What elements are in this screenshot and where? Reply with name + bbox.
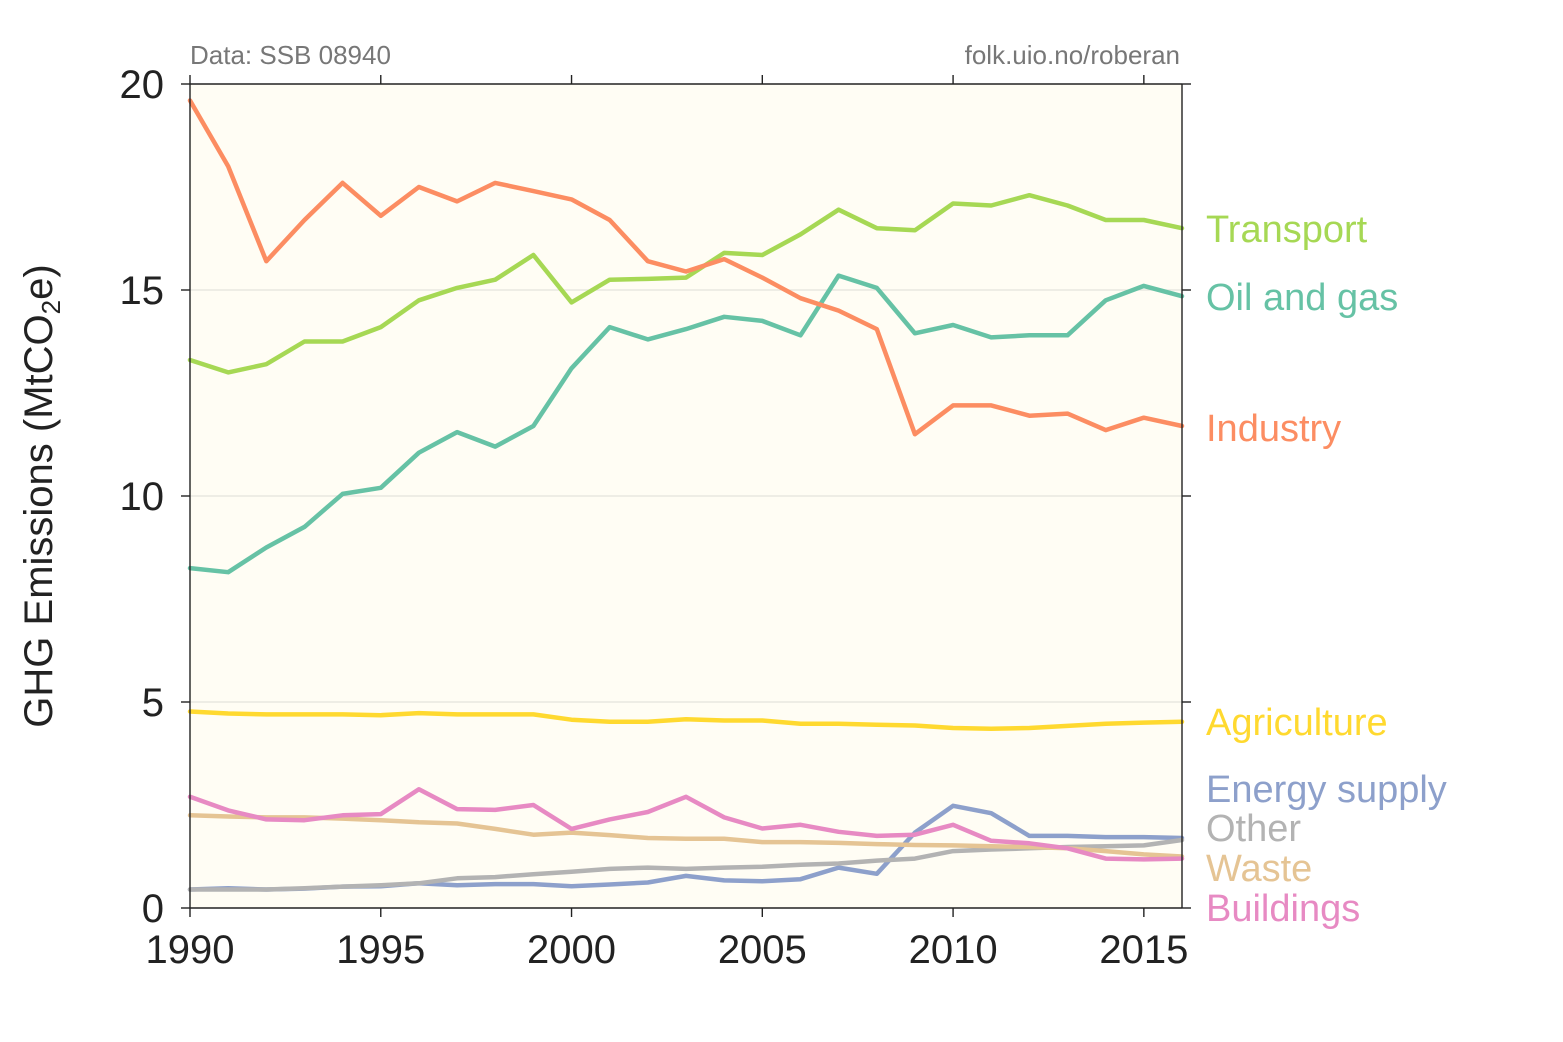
y-tick-label-10: 10 bbox=[120, 475, 165, 519]
series-labels: Transport Oil and gas Industry Agriculture E… bbox=[1206, 209, 1447, 930]
y-axis-ticks: 0 5 10 15 20 bbox=[120, 63, 1191, 931]
x-tick-label-2015: 2015 bbox=[1099, 928, 1188, 972]
series-label-industry: Industry bbox=[1206, 408, 1341, 450]
x-tick-label-2010: 2010 bbox=[909, 928, 998, 972]
y-tick-label-15: 15 bbox=[120, 269, 165, 313]
series-label-agriculture: Agriculture bbox=[1206, 702, 1388, 744]
series-label-other: Other bbox=[1206, 808, 1301, 850]
series-label-waste: Waste bbox=[1206, 848, 1312, 890]
series-line-transport bbox=[187, 192, 1185, 375]
series-label-buildings: Buildings bbox=[1206, 888, 1360, 930]
x-tick-label-1995: 1995 bbox=[336, 928, 425, 972]
y-tick-label-0: 0 bbox=[142, 887, 164, 931]
series-label-transport: Transport bbox=[1206, 209, 1368, 251]
series-label-oil-and-gas: Oil and gas bbox=[1206, 277, 1398, 319]
series-line-agriculture bbox=[187, 709, 1185, 732]
y-axis-label-subscript: 2 bbox=[36, 300, 66, 314]
series-lines bbox=[187, 98, 1185, 892]
series-line-buildings bbox=[187, 787, 1185, 862]
y-axis-label: GHG Emissions (MtCO2e) bbox=[17, 264, 66, 727]
y-axis-label-end: e) bbox=[17, 264, 61, 300]
source-note: Data: SSB 08940 bbox=[190, 40, 391, 70]
gridlines bbox=[190, 289, 1182, 703]
series-line-waste bbox=[187, 813, 1185, 859]
x-axis-ticks: 1990 1995 2000 2005 2010 2015 bbox=[146, 75, 1188, 972]
credit-note: folk.uio.no/roberan bbox=[965, 40, 1180, 70]
y-axis-label-main: GHG Emissions (MtCO bbox=[17, 314, 61, 727]
x-tick-label-2005: 2005 bbox=[718, 928, 807, 972]
y-tick-label-20: 20 bbox=[120, 63, 165, 107]
x-tick-label-2000: 2000 bbox=[527, 928, 616, 972]
x-tick-label-1990: 1990 bbox=[146, 928, 235, 972]
y-tick-label-5: 5 bbox=[142, 681, 164, 725]
series-line-industry bbox=[187, 98, 1185, 437]
series-label-energy-supply: Energy supply bbox=[1206, 769, 1447, 811]
series-line-oil-and-gas bbox=[187, 273, 1185, 575]
